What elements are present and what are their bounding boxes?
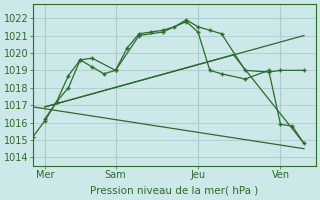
X-axis label: Pression niveau de la mer( hPa ): Pression niveau de la mer( hPa ) [90,186,259,196]
